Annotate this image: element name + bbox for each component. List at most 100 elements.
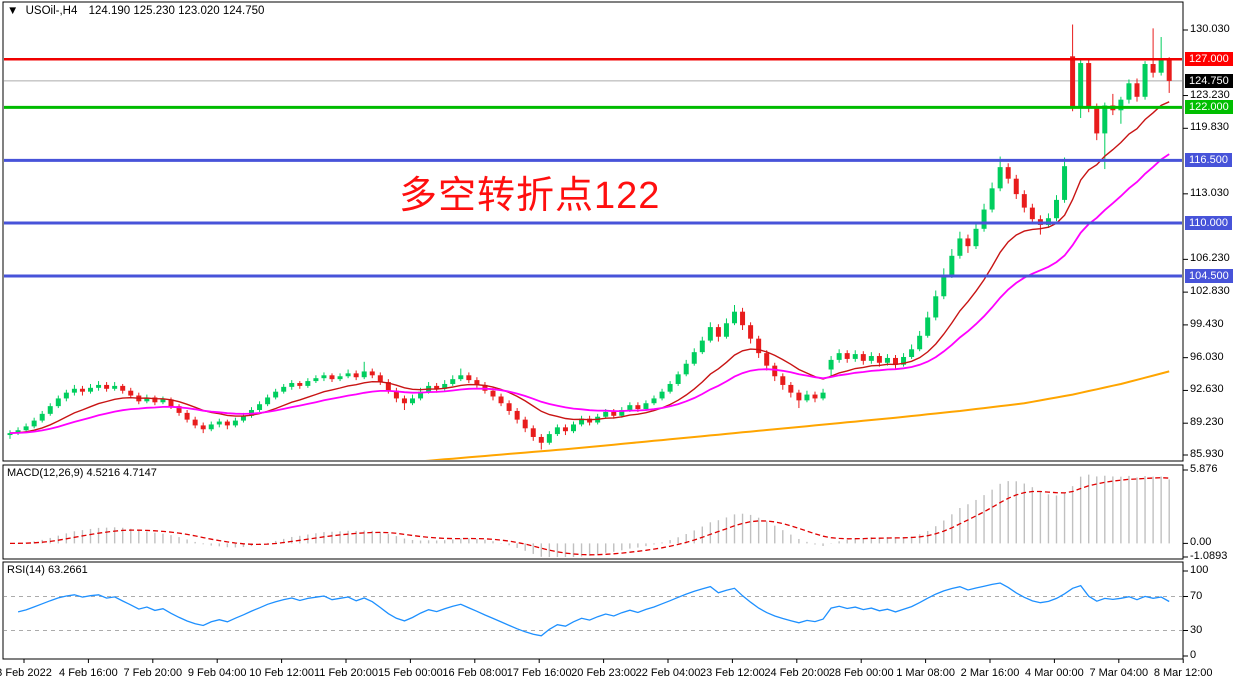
candle	[393, 390, 399, 399]
price-badge-124.750: 124.750	[1185, 73, 1233, 88]
candle	[981, 209, 987, 229]
rsi-scale-0: 0	[1190, 649, 1197, 661]
candle	[47, 406, 53, 414]
candle	[965, 238, 971, 247]
price-badge-122.000: 122.000	[1185, 100, 1233, 115]
candle	[756, 338, 762, 354]
candle	[112, 385, 118, 389]
candle	[860, 354, 866, 361]
candle	[104, 384, 110, 389]
price-tick-106.230: 106.230	[1190, 252, 1230, 265]
candle	[265, 397, 271, 405]
candle	[313, 378, 319, 382]
candle	[88, 387, 93, 392]
candle	[884, 357, 890, 363]
time-label-10: 22 Feb 04:00	[635, 667, 701, 679]
macd-panel	[2, 464, 1184, 560]
ma-fast-line	[9, 101, 1170, 434]
candle	[562, 427, 568, 432]
candle	[71, 388, 77, 393]
price-tick-123.230: 123.230	[1190, 88, 1230, 101]
candle	[55, 398, 61, 407]
candle	[1070, 56, 1076, 107]
main-chart-panel	[2, 1, 1184, 462]
candle	[216, 421, 222, 425]
candle	[715, 327, 721, 337]
candle	[997, 167, 1003, 189]
candle	[1150, 64, 1156, 73]
candle	[79, 388, 85, 392]
candle	[96, 384, 102, 388]
candle	[925, 317, 931, 336]
candle	[1029, 207, 1035, 220]
candle	[1158, 60, 1164, 73]
candle	[498, 396, 504, 404]
candle	[369, 371, 375, 376]
candle	[410, 398, 415, 404]
candle	[917, 335, 923, 350]
candle	[683, 363, 689, 375]
candle	[554, 427, 560, 435]
candle	[353, 373, 359, 378]
candle	[852, 354, 858, 359]
time-label-18: 8 Mar 12:00	[1153, 667, 1213, 679]
price-tick-99.430: 99.430	[1190, 317, 1224, 330]
chart-header: ▼ USOil-,H4 124.190 125.230 123.020 124.…	[7, 5, 264, 17]
candle	[957, 238, 963, 256]
rsi-panel	[2, 561, 1184, 660]
symbol-dropdown-icon[interactable]: ▼	[7, 5, 19, 17]
candle	[836, 353, 842, 360]
candle	[120, 385, 126, 391]
time-label-4: 10 Feb 12:00	[249, 667, 315, 679]
time-label-3: 9 Feb 04:00	[187, 667, 247, 679]
candle	[208, 424, 214, 430]
candle	[23, 426, 29, 431]
candle	[635, 405, 641, 410]
candle	[538, 436, 544, 443]
candle	[345, 373, 351, 377]
candle	[31, 420, 37, 427]
candle	[933, 296, 939, 318]
time-label-15: 2 Mar 16:00	[960, 667, 1020, 679]
candle	[603, 411, 609, 417]
candle	[844, 353, 850, 359]
candle	[200, 425, 206, 430]
candle	[530, 428, 536, 437]
candle	[699, 340, 705, 353]
candle	[1086, 63, 1092, 109]
candle	[732, 311, 737, 324]
candle	[909, 349, 915, 357]
symbol-title: USOil-,H4	[25, 5, 78, 17]
rsi-line	[17, 582, 1170, 637]
candle	[587, 418, 593, 423]
candle	[305, 381, 311, 386]
candle	[707, 327, 713, 341]
candle	[184, 412, 190, 420]
time-label-7: 16 Feb 08:00	[442, 667, 508, 679]
candle	[989, 188, 995, 210]
candle	[273, 391, 279, 398]
price-badge-110.000: 110.000	[1185, 216, 1232, 231]
time-label-0: 3 Feb 2022	[0, 667, 52, 679]
candle	[466, 375, 472, 381]
candle	[442, 383, 448, 389]
candle	[643, 403, 649, 410]
macd-scale--1.0893: -1.0893	[1190, 550, 1228, 562]
candle	[63, 392, 69, 399]
price-badge-127.000: 127.000	[1185, 52, 1233, 67]
macd-scale-5.876: 5.876	[1190, 463, 1218, 475]
time-label-2: 7 Feb 20:00	[123, 667, 183, 679]
candle	[506, 403, 512, 411]
candle	[780, 376, 786, 385]
ma-mid-line	[9, 153, 1170, 434]
time-label-17: 7 Mar 04:00	[1089, 667, 1149, 679]
candle	[192, 419, 198, 426]
time-label-16: 4 Mar 00:00	[1025, 667, 1084, 679]
price-badge-116.500: 116.500	[1185, 153, 1232, 168]
candle	[1102, 105, 1108, 134]
candle	[764, 353, 770, 366]
candle	[297, 383, 303, 386]
price-tick-85.930: 85.930	[1190, 447, 1224, 460]
candle	[723, 323, 729, 337]
